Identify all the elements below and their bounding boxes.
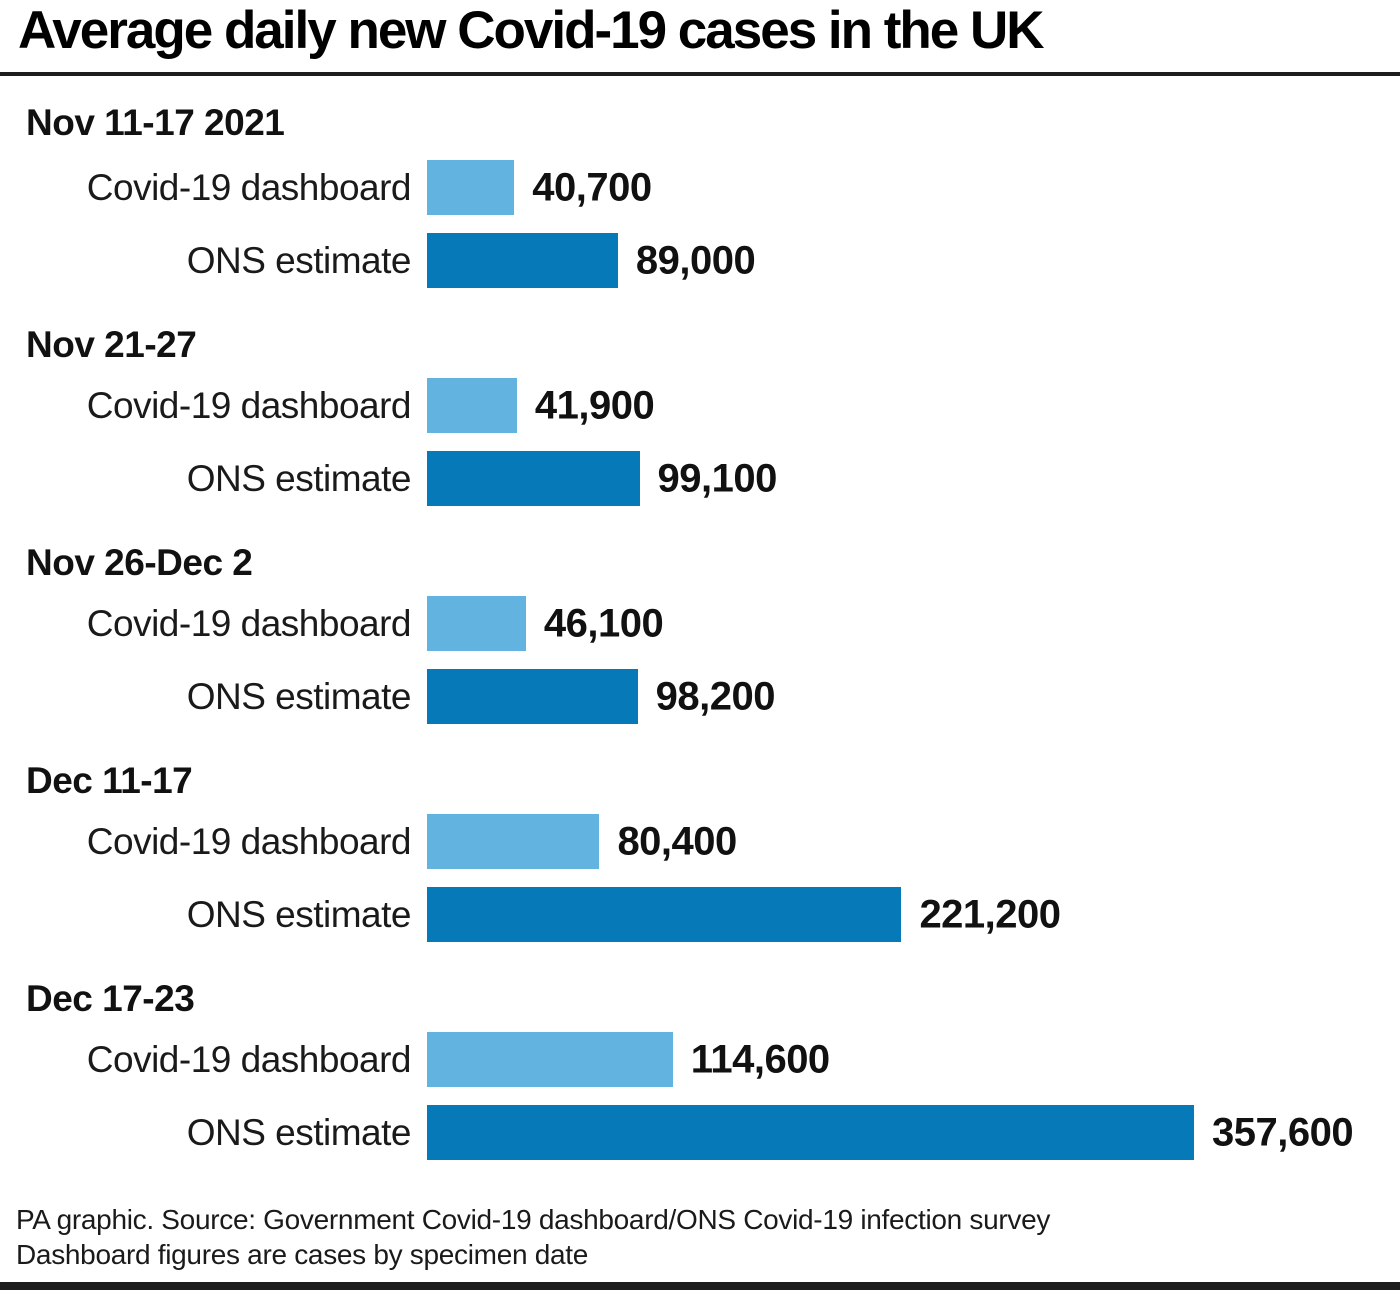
bar-track: 98,200 [427, 669, 1194, 724]
series-label: ONS estimate [186, 675, 412, 717]
series-label: Covid-19 dashboard [86, 602, 412, 644]
value-label: 114,600 [690, 1037, 830, 1081]
bar-row: Covid-19 dashboard 80,400 [0, 814, 1400, 869]
series-label: Covid-19 dashboard [86, 820, 412, 862]
bar-row: ONS estimate 98,200 [0, 669, 1400, 724]
bar-track: 357,600 [427, 1105, 1354, 1160]
value-label: 46,100 [543, 601, 664, 645]
value-bar [427, 1032, 673, 1087]
bottom-border-bar [0, 1282, 1400, 1290]
series-label: Covid-19 dashboard [86, 1038, 412, 1080]
period-group: Nov 26-Dec 2 Covid-19 dashboard 46,100 O… [0, 542, 1400, 724]
value-label: 41,900 [534, 383, 655, 427]
bar-track: 80,400 [427, 814, 1194, 869]
value-bar [427, 814, 600, 869]
bar-row: ONS estimate 89,000 [0, 233, 1400, 288]
value-bar [427, 160, 515, 215]
bar-track: 46,100 [427, 596, 1194, 651]
period-group: Dec 17-23 Covid-19 dashboard 114,600 ONS… [0, 978, 1400, 1160]
bar-row: Covid-19 dashboard 114,600 [0, 1032, 1400, 1087]
period-heading: Dec 11-17 [26, 760, 193, 801]
chart-title: Average daily new Covid-19 cases in the … [18, 1, 1045, 60]
bar-track: 99,100 [427, 451, 1194, 506]
value-bar [427, 378, 517, 433]
note-line: Dashboard figures are cases by specimen … [16, 1239, 589, 1270]
value-bar [427, 669, 638, 724]
value-bar [427, 887, 902, 942]
title-divider-rule [0, 72, 1400, 76]
source-footer: PA graphic. Source: Government Covid-19 … [16, 1202, 1400, 1272]
bar-row: ONS estimate 357,600 [0, 1105, 1400, 1160]
period-heading: Nov 21-27 [26, 324, 197, 365]
bar-row: ONS estimate 99,100 [0, 451, 1400, 506]
period-heading: Nov 11-17 2021 [26, 102, 285, 143]
bar-chart: Nov 11-17 2021 Covid-19 dashboard 40,700… [0, 102, 1400, 1160]
value-bar [427, 233, 618, 288]
bar-track: 89,000 [427, 233, 1194, 288]
value-label: 221,200 [919, 892, 1061, 936]
bar-track: 40,700 [427, 160, 1194, 215]
value-label: 89,000 [635, 238, 756, 282]
bar-track: 41,900 [427, 378, 1194, 433]
series-label: ONS estimate [186, 239, 412, 281]
bar-track: 114,600 [427, 1032, 1194, 1087]
value-label: 98,200 [655, 674, 776, 718]
series-label: ONS estimate [186, 457, 412, 499]
bar-row: ONS estimate 221,200 [0, 887, 1400, 942]
series-label: ONS estimate [186, 1111, 412, 1153]
series-label: Covid-19 dashboard [86, 166, 412, 208]
source-line: PA graphic. Source: Government Covid-19 … [16, 1204, 1051, 1235]
series-label: Covid-19 dashboard [86, 384, 412, 426]
bar-row: Covid-19 dashboard 46,100 [0, 596, 1400, 651]
period-group: Dec 11-17 Covid-19 dashboard 80,400 ONS … [0, 760, 1400, 942]
value-label: 99,100 [657, 456, 778, 500]
period-heading: Dec 17-23 [26, 978, 195, 1019]
period-group: Nov 11-17 2021 Covid-19 dashboard 40,700… [0, 102, 1400, 288]
period-heading: Nov 26-Dec 2 [26, 542, 253, 583]
value-label: 357,600 [1212, 1110, 1354, 1154]
bar-row: Covid-19 dashboard 40,700 [0, 160, 1400, 215]
value-label: 40,700 [532, 165, 652, 209]
bar-row: Covid-19 dashboard 41,900 [0, 378, 1400, 433]
bar-track: 221,200 [427, 887, 1194, 942]
period-group: Nov 21-27 Covid-19 dashboard 41,900 ONS … [0, 324, 1400, 506]
value-bar [427, 596, 526, 651]
value-bar [427, 451, 640, 506]
series-label: ONS estimate [186, 893, 412, 935]
value-label: 80,400 [617, 819, 737, 863]
value-bar [427, 1105, 1194, 1160]
